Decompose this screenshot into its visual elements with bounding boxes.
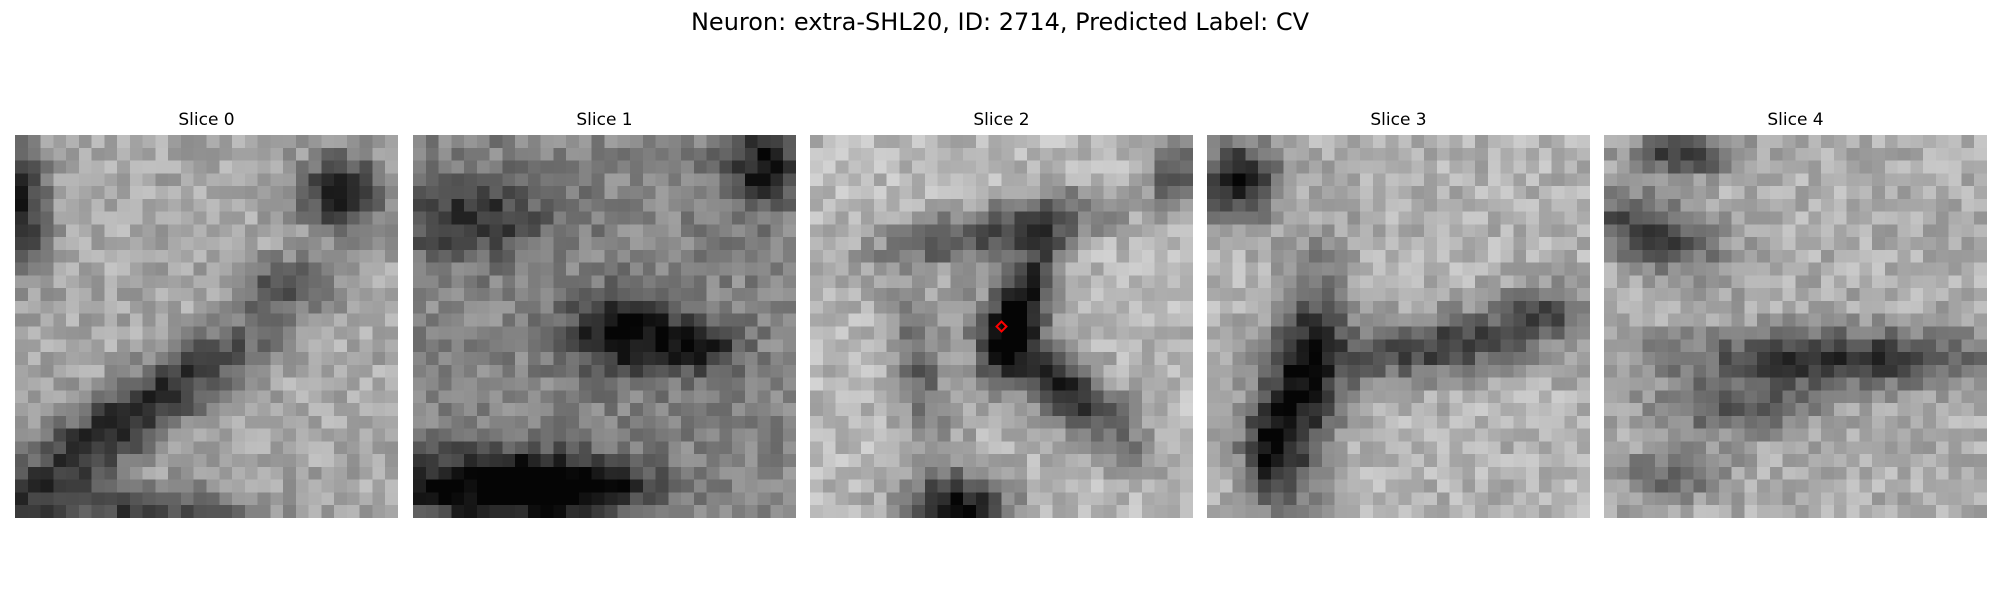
slice-panel-3: Slice 3 [1207, 107, 1590, 518]
slice-title-1: Slice 1 [576, 110, 633, 130]
slice-panel-2: Slice 2 [810, 107, 1193, 518]
slice-image-0 [15, 135, 398, 518]
slice-image-2 [810, 135, 1193, 518]
slice-image-3 [1207, 135, 1590, 518]
slice-title-4: Slice 4 [1767, 110, 1824, 130]
slice-title-3: Slice 3 [1370, 110, 1427, 130]
slice-panel-1: Slice 1 [413, 107, 796, 518]
slice-title-0: Slice 0 [178, 110, 235, 130]
slice-title-2: Slice 2 [973, 110, 1030, 130]
slice-panel-0: Slice 0 [15, 107, 398, 518]
slice-image-1 [413, 135, 796, 518]
slice-image-4 [1604, 135, 1987, 518]
figure-title: Neuron: extra-SHL20, ID: 2714, Predicted… [690, 8, 1310, 36]
slice-panel-4: Slice 4 [1604, 107, 1987, 518]
